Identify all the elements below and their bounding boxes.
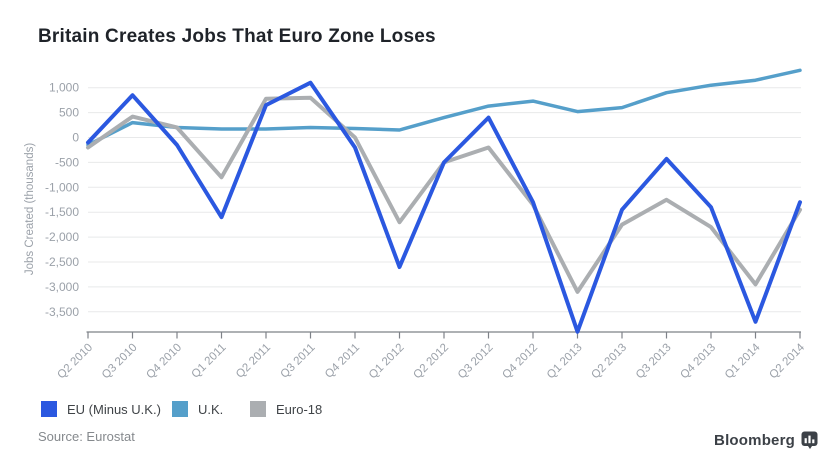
series-line-eu-minus-u-k xyxy=(86,80,802,334)
source-text: Source: Eurostat xyxy=(38,429,135,444)
y-tick-label: -1,000 xyxy=(45,180,79,194)
logo-icon-tail xyxy=(808,446,812,449)
y-tick-label: -500 xyxy=(55,155,79,169)
x-tick-label: Q4 2010 xyxy=(144,342,184,382)
legend-item-uk: U.K. xyxy=(172,401,223,417)
x-tick-label: Q2 2010 xyxy=(55,342,95,382)
x-tick-label: Q4 2013 xyxy=(678,342,718,382)
chart-title: Britain Creates Jobs That Euro Zone Lose… xyxy=(38,26,436,47)
y-tick-label: 1,000 xyxy=(49,81,79,95)
y-tick-label: 500 xyxy=(59,106,79,120)
y-tick-label: -2,500 xyxy=(45,255,79,269)
line-chart: 1,000 500 0 -500 -1,000 -1,500 -2,000 -2,500 -3,… xyxy=(24,68,808,382)
x-tick-label: Q2 2012 xyxy=(411,342,451,382)
legend-label-uk: U.K. xyxy=(198,401,224,417)
legend-item-eu: EU (Minus U.K.) xyxy=(41,401,161,417)
legend-item-euro18: Euro-18 xyxy=(250,401,322,417)
x-tick-label: Q3 2010 xyxy=(100,342,140,382)
x-tick-label: Q2 2014 xyxy=(767,341,807,381)
y-axis-title: Jobs Created (thousands) xyxy=(24,143,36,275)
x-tick-label: Q1 2013 xyxy=(545,342,585,382)
y-tick-label: 0 xyxy=(72,131,79,145)
x-tick-label: Q1 2012 xyxy=(367,342,407,382)
legend-label-euro18: Euro-18 xyxy=(276,401,323,417)
legend: EU (Minus U.K.) U.K. Euro-18 xyxy=(0,401,840,419)
x-tick-label: Q1 2011 xyxy=(190,342,229,381)
bloomberg-logo-text: Bloomberg xyxy=(714,432,795,449)
x-tick-label: Q3 2012 xyxy=(456,342,496,382)
x-tick-label: Q4 2012 xyxy=(500,342,540,382)
x-tick-label: Q2 2011 xyxy=(234,342,273,381)
y-tick-label: -3,500 xyxy=(45,305,79,319)
bar-chart-logo-icon xyxy=(801,431,818,449)
y-tick-label: -1,500 xyxy=(45,205,79,219)
bloomberg-branding: Bloomberg xyxy=(714,431,819,450)
legend-label-eu: EU (Minus U.K.) xyxy=(67,401,161,417)
x-tick-label: Q3 2011 xyxy=(279,342,318,381)
y-tick-label: -3,000 xyxy=(45,280,79,294)
legend-swatch-eu xyxy=(41,401,57,417)
x-tick-label: Q2 2013 xyxy=(589,342,629,382)
legend-swatch-euro18 xyxy=(250,401,266,417)
legend-swatch-uk xyxy=(172,401,188,417)
y-tick-label: -2,000 xyxy=(45,230,79,244)
x-tick-label: Q1 2014 xyxy=(723,341,763,381)
series-line-u-k xyxy=(86,68,802,147)
x-tick-label: Q3 2013 xyxy=(634,342,674,382)
x-tick-label: Q4 2011 xyxy=(323,342,362,381)
